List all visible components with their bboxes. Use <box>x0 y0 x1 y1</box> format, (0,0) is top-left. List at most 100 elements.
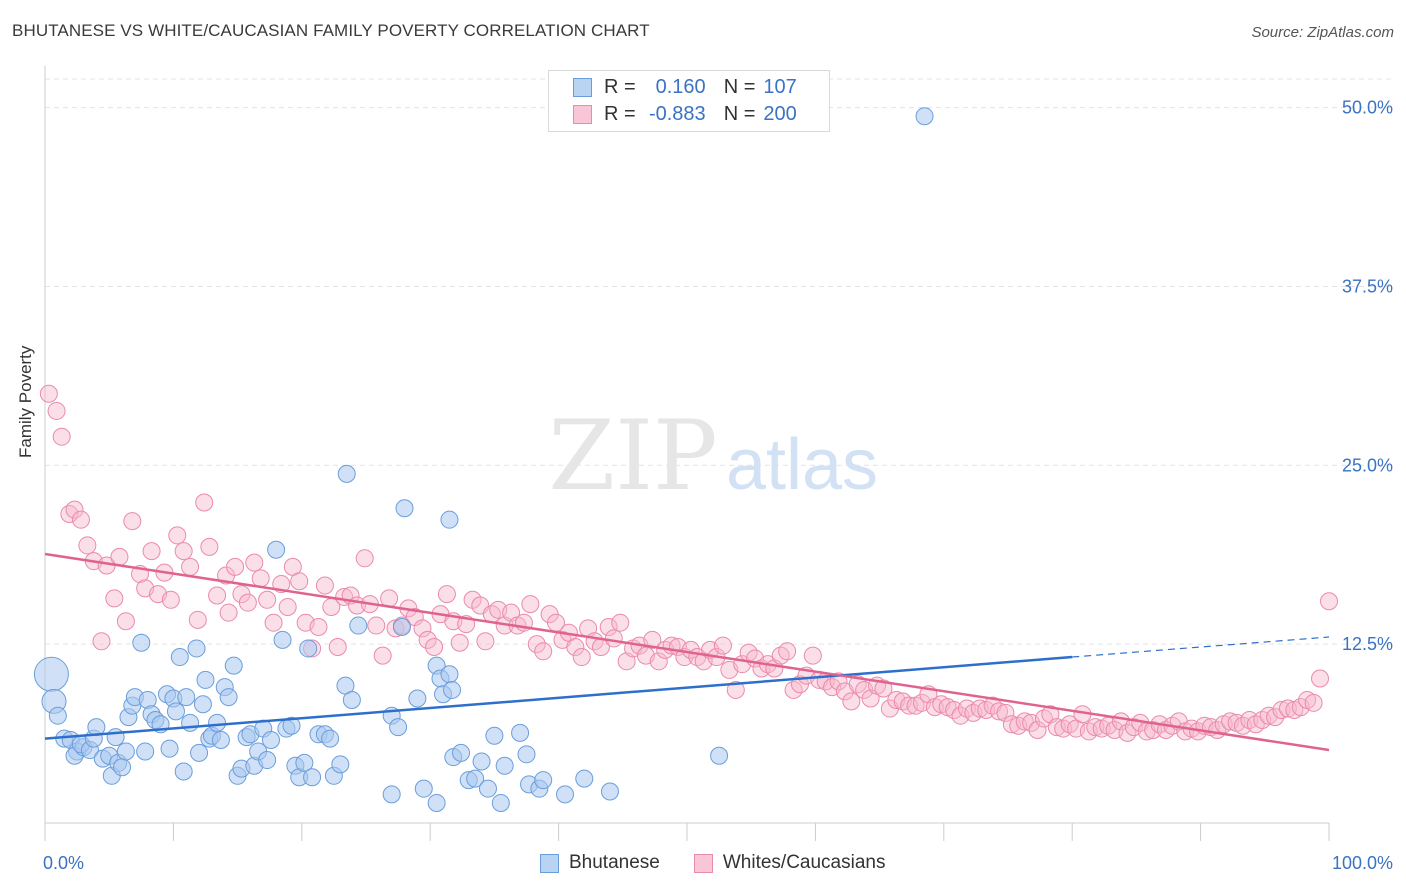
bhutanese-point <box>181 713 200 732</box>
whites-point <box>611 613 630 632</box>
whites-point <box>572 648 591 667</box>
whites-point <box>726 680 745 699</box>
whites-point <box>1320 592 1338 611</box>
bhutanese-point <box>443 680 462 699</box>
bhutanese-point <box>267 540 286 559</box>
bhutanese-point <box>106 728 125 747</box>
bhutanese-point <box>427 793 446 812</box>
whites-point <box>1028 721 1047 739</box>
legend-n-value: 107 <box>763 75 797 98</box>
whites-point <box>251 569 270 588</box>
whites-point <box>996 703 1015 722</box>
whites-point <box>219 603 238 622</box>
whites-point <box>142 542 161 561</box>
whites-point <box>1278 699 1297 718</box>
bhutanese-point <box>196 670 215 689</box>
whites-point <box>92 632 111 651</box>
bhutanese-point <box>174 762 193 781</box>
whites-point <box>105 589 124 608</box>
whites-point <box>188 610 207 629</box>
whites-point <box>527 635 546 654</box>
whites-point <box>1086 718 1105 737</box>
bhutanese-trend-line <box>44 655 1073 740</box>
legend-item-bhutanese: Bhutanese <box>540 852 660 874</box>
bhutanese-point <box>511 723 530 742</box>
legend-row-bhutanese: R = 0.160 N = 107 <box>573 74 797 100</box>
bhutanese-point <box>261 731 280 750</box>
bhutanese-point <box>534 771 553 790</box>
legend-item-whites: Whites/Caucasians <box>693 852 885 874</box>
whites-caucasians-points <box>39 384 1338 742</box>
whites-point <box>521 595 540 614</box>
bhutanese-point <box>331 755 350 774</box>
whites-point <box>290 572 309 591</box>
whites-point <box>534 642 553 661</box>
source-note: Source: ZipAtlas.com <box>1251 24 1394 41</box>
bhutanese-point <box>392 617 411 636</box>
bhutanese-point <box>273 630 292 649</box>
whites-point <box>71 510 90 529</box>
legend-swatch-blue <box>540 853 559 873</box>
x-tick-label-min: 0.0% <box>43 853 84 873</box>
whites-point <box>599 617 618 636</box>
y-tick-label: 12.5% <box>1342 634 1393 654</box>
whites-point <box>643 630 662 649</box>
whites-point <box>713 636 732 655</box>
bhutanese-point <box>170 648 189 667</box>
bhutanese-point <box>556 785 575 804</box>
stats-legend: R = 0.160 N = 107 R = -0.883 N = 200 <box>548 70 830 132</box>
bhutanese-point <box>491 793 510 812</box>
bhutanese-point <box>166 702 185 721</box>
whites-point <box>437 585 456 604</box>
bhutanese-point <box>208 713 227 732</box>
whites-point <box>168 526 187 545</box>
y-tick-label: 37.5% <box>1342 276 1393 296</box>
bhutanese-point <box>187 639 206 658</box>
watermark: ZIP atlas <box>548 400 878 512</box>
bhutanese-point <box>177 688 196 707</box>
bhutanese-point <box>349 616 368 635</box>
bhutanese-point <box>48 706 67 725</box>
legend-label-bhutanese: Bhutanese <box>569 852 660 873</box>
bhutanese-point <box>440 510 459 529</box>
whites-point <box>380 589 399 608</box>
whites-point <box>1311 669 1330 688</box>
whites-point <box>78 536 97 555</box>
tick-labels: 12.5% 25.0% 37.5% 50.0% 0.0% 100.0% <box>43 98 1393 873</box>
bhutanese-point <box>193 695 212 714</box>
chart-title: BHUTANESE VS WHITE/CAUCASIAN FAMILY POVE… <box>12 21 650 40</box>
bhutanese-point <box>915 107 934 126</box>
whites-point <box>1304 693 1323 712</box>
bhutanese-point <box>321 729 340 748</box>
legend-n-value: 200 <box>763 102 797 125</box>
bhutanese-point <box>485 726 504 745</box>
bhutanese-point <box>224 656 243 675</box>
bhutanese-point <box>337 464 356 483</box>
y-axis-label: Family Poverty <box>16 345 35 458</box>
whites-point <box>425 638 444 657</box>
whites-point <box>413 619 432 638</box>
whites-trend-line <box>44 552 1330 752</box>
whites-point <box>39 384 58 403</box>
whites-point <box>328 638 347 657</box>
whites-point <box>181 557 200 576</box>
bhutanese-point <box>113 758 132 777</box>
whites-point <box>367 616 386 635</box>
bhutanese-point <box>116 742 135 761</box>
whites-point <box>116 612 135 631</box>
legend-r-label: R = <box>604 75 636 98</box>
whites-point <box>309 617 328 636</box>
legend-r-value: 0.160 <box>655 75 706 98</box>
bhutanese-point <box>211 731 230 750</box>
bhutanese-point <box>136 742 155 761</box>
bhutanese-point <box>478 779 497 798</box>
bhutanese-point <box>575 769 594 788</box>
whites-point <box>65 500 84 519</box>
legend-swatch-pink <box>693 853 713 873</box>
bhutanese-point <box>190 743 209 762</box>
bhutanese-point <box>466 769 485 788</box>
whites-point <box>1015 712 1034 731</box>
legend-swatch-blue <box>573 77 592 97</box>
whites-point <box>123 512 142 531</box>
bhutanese-points <box>33 107 934 812</box>
